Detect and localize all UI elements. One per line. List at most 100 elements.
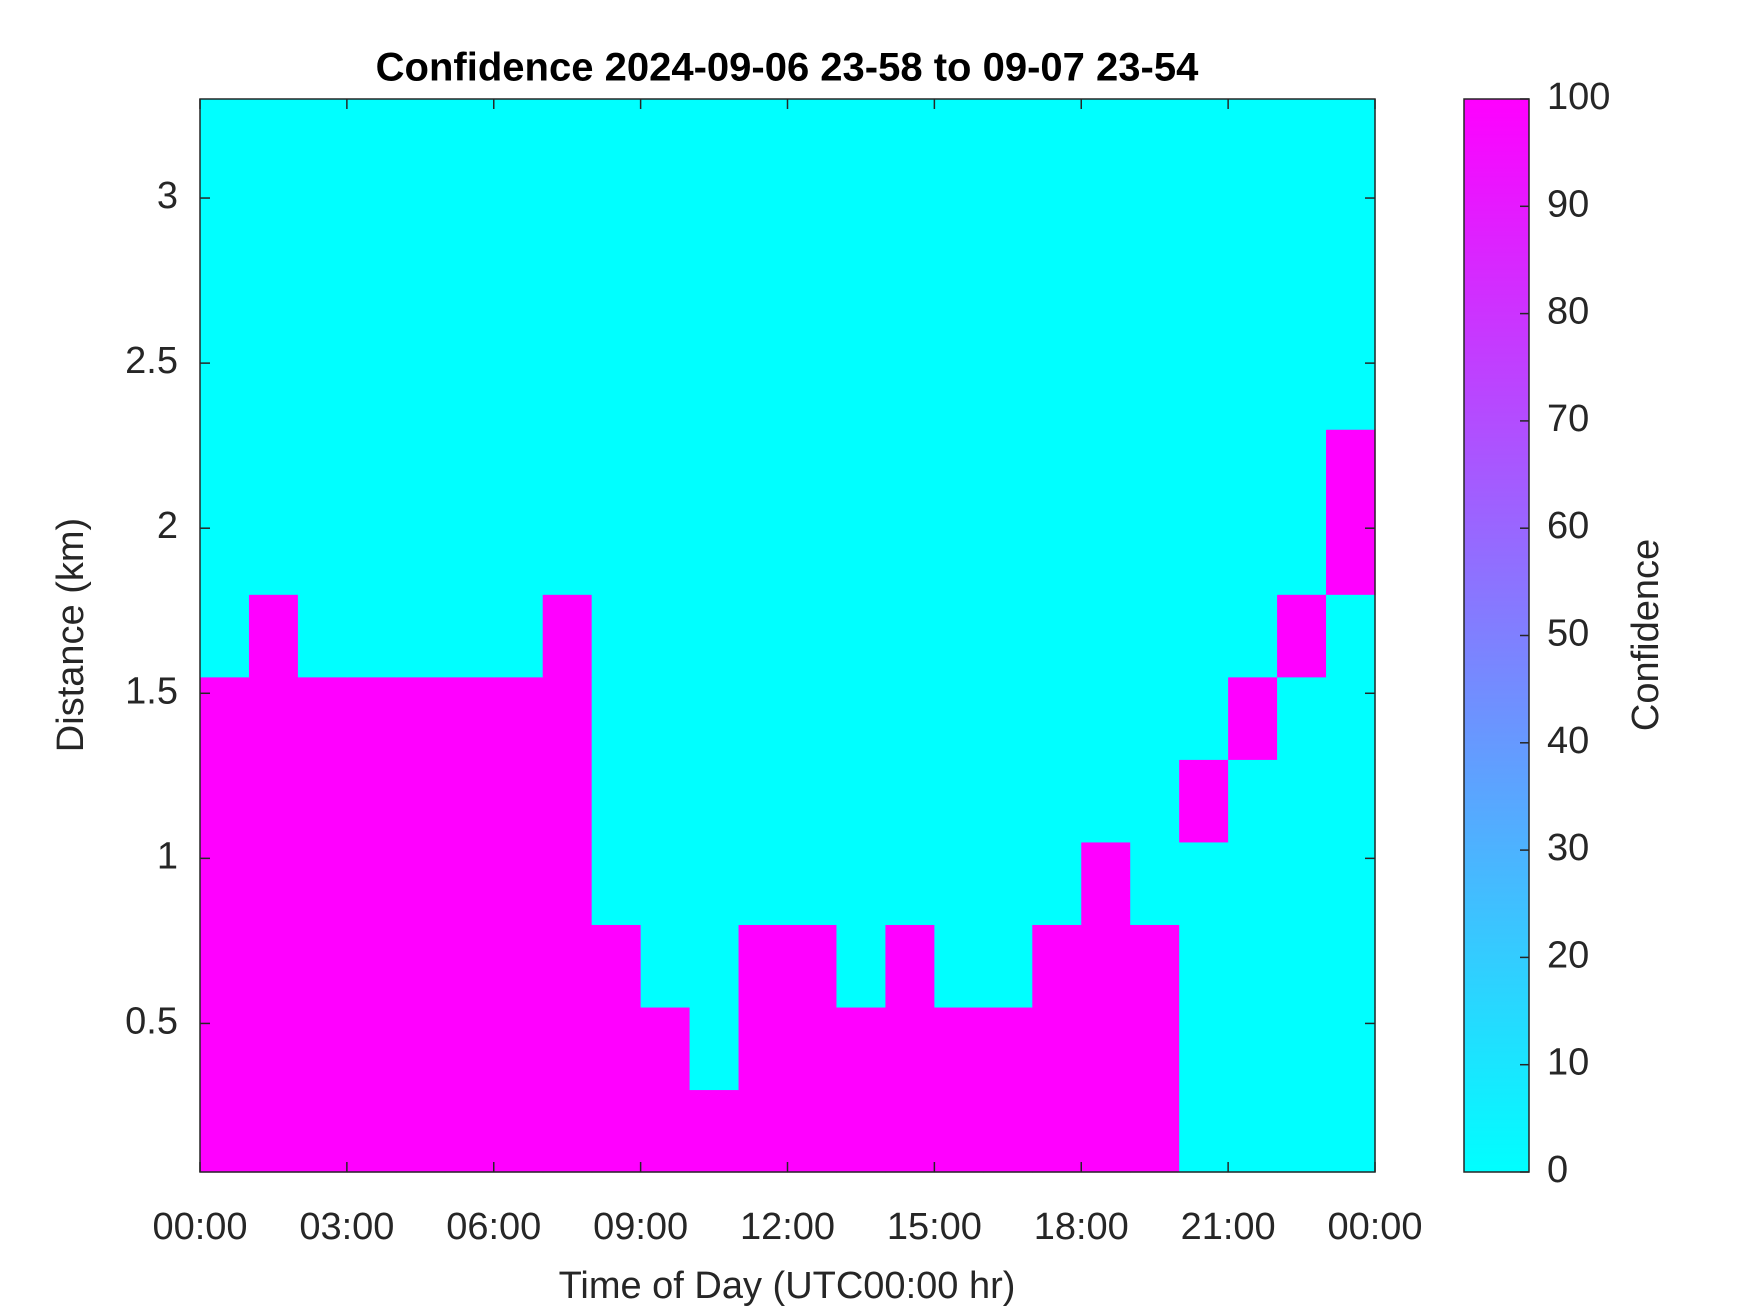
heatmap-cell bbox=[934, 1006, 984, 1091]
heatmap-cell bbox=[689, 511, 740, 595]
heatmap-cell bbox=[1081, 511, 1131, 595]
heatmap-cell bbox=[1277, 676, 1327, 760]
heatmap-cell bbox=[1179, 924, 1229, 1008]
heatmap-cell bbox=[1032, 181, 1082, 265]
heatmap-cell bbox=[248, 429, 299, 513]
heatmap-cell bbox=[1081, 594, 1131, 678]
heatmap-cell bbox=[983, 511, 1033, 595]
heatmap-cell bbox=[836, 594, 887, 678]
heatmap-cell bbox=[493, 264, 544, 348]
heatmap-cell bbox=[1130, 924, 1180, 1008]
heatmap-cell bbox=[787, 1089, 838, 1173]
heatmap-cell bbox=[200, 264, 250, 348]
heatmap-cell bbox=[983, 759, 1033, 843]
heatmap-cell bbox=[542, 346, 593, 430]
heatmap-cell bbox=[836, 511, 887, 595]
heatmap-cell bbox=[885, 99, 935, 183]
heatmap-cell bbox=[689, 676, 740, 760]
heatmap-cell bbox=[493, 181, 544, 265]
heatmap-cell bbox=[297, 594, 348, 678]
heatmap-cell bbox=[885, 1089, 935, 1173]
heatmap-cell bbox=[1179, 429, 1229, 513]
heatmap-cell bbox=[542, 594, 593, 678]
heatmap-cell bbox=[248, 511, 299, 595]
heatmap-cell bbox=[1228, 181, 1278, 265]
heatmap-cell bbox=[1179, 511, 1229, 595]
heatmap-cell bbox=[1228, 99, 1278, 183]
heatmap-cell bbox=[1032, 676, 1082, 760]
heatmap-cell bbox=[346, 181, 397, 265]
heatmap-cell bbox=[640, 924, 691, 1008]
x-tick-label: 00:00 bbox=[152, 1206, 247, 1248]
x-axis-label: Time of Day (UTC00:00 hr) bbox=[559, 1265, 1016, 1307]
heatmap-cell bbox=[297, 429, 348, 513]
heatmap-cell bbox=[787, 1006, 838, 1091]
heatmap-cell bbox=[395, 181, 446, 265]
heatmap-cell bbox=[1130, 511, 1180, 595]
heatmap-cell bbox=[738, 924, 789, 1008]
heatmap-cell bbox=[346, 1006, 397, 1091]
heatmap-cell bbox=[542, 181, 593, 265]
heatmap-cell bbox=[1228, 594, 1278, 678]
heatmap-cell bbox=[885, 841, 935, 925]
heatmap-cell bbox=[200, 594, 250, 678]
heatmap-cell bbox=[787, 759, 838, 843]
heatmap-cell bbox=[983, 181, 1033, 265]
heatmap-cell bbox=[200, 841, 250, 925]
heatmap-cell bbox=[1277, 181, 1327, 265]
heatmap-cell bbox=[738, 429, 789, 513]
colorbar-tick-label: 60 bbox=[1547, 505, 1589, 547]
heatmap-cell bbox=[346, 429, 397, 513]
heatmap-cell bbox=[1130, 676, 1180, 760]
heatmap-cell bbox=[836, 841, 887, 925]
heatmap-cell bbox=[689, 99, 740, 183]
heatmap-cell bbox=[640, 511, 691, 595]
heatmap-cell bbox=[1179, 1006, 1229, 1091]
heatmap-cell bbox=[248, 759, 299, 843]
heatmap-cell bbox=[1277, 924, 1327, 1008]
heatmap-cell bbox=[591, 181, 642, 265]
heatmap-cell bbox=[346, 841, 397, 925]
heatmap-cell bbox=[738, 759, 789, 843]
heatmap-cell bbox=[1179, 181, 1229, 265]
heatmap-cell bbox=[934, 511, 984, 595]
heatmap-cell bbox=[346, 1089, 397, 1173]
heatmap-cell bbox=[591, 841, 642, 925]
x-tick-label: 03:00 bbox=[299, 1206, 394, 1248]
heatmap-cell bbox=[885, 594, 935, 678]
heatmap-cell bbox=[836, 676, 887, 760]
heatmap-cell bbox=[1228, 924, 1278, 1008]
heatmap-cell bbox=[983, 1006, 1033, 1091]
heatmap-cell bbox=[493, 1006, 544, 1091]
heatmap-cell bbox=[493, 99, 544, 183]
heatmap-cell bbox=[934, 759, 984, 843]
heatmap-cell bbox=[248, 346, 299, 430]
heatmap-cell bbox=[689, 264, 740, 348]
colorbar bbox=[1463, 98, 1530, 1173]
heatmap-cell bbox=[1130, 346, 1180, 430]
heatmap-cell bbox=[983, 924, 1033, 1008]
heatmap-cell bbox=[248, 1089, 299, 1173]
colorbar-tick-label: 100 bbox=[1547, 76, 1610, 118]
heatmap-cell bbox=[1179, 759, 1229, 843]
heatmap-cell bbox=[787, 841, 838, 925]
heatmap-cell bbox=[787, 511, 838, 595]
heatmap-cell bbox=[836, 99, 887, 183]
heatmap-cell bbox=[493, 429, 544, 513]
heatmap-cell bbox=[836, 1089, 887, 1173]
heatmap-cell bbox=[493, 759, 544, 843]
heatmap-cell bbox=[346, 594, 397, 678]
heatmap-cell bbox=[1326, 346, 1376, 430]
heatmap-cell bbox=[444, 511, 495, 595]
heatmap-cell bbox=[1277, 429, 1327, 513]
heatmap-cell bbox=[1277, 594, 1327, 678]
heatmap-cell bbox=[1081, 99, 1131, 183]
heatmap-cell bbox=[836, 181, 887, 265]
heatmap-cell bbox=[1130, 759, 1180, 843]
heatmap-cell bbox=[1228, 511, 1278, 595]
heatmap-cell bbox=[1032, 511, 1082, 595]
heatmap-cell bbox=[591, 264, 642, 348]
heatmap-cell bbox=[444, 594, 495, 678]
heatmap-cell bbox=[444, 841, 495, 925]
heatmap-cell bbox=[1130, 429, 1180, 513]
